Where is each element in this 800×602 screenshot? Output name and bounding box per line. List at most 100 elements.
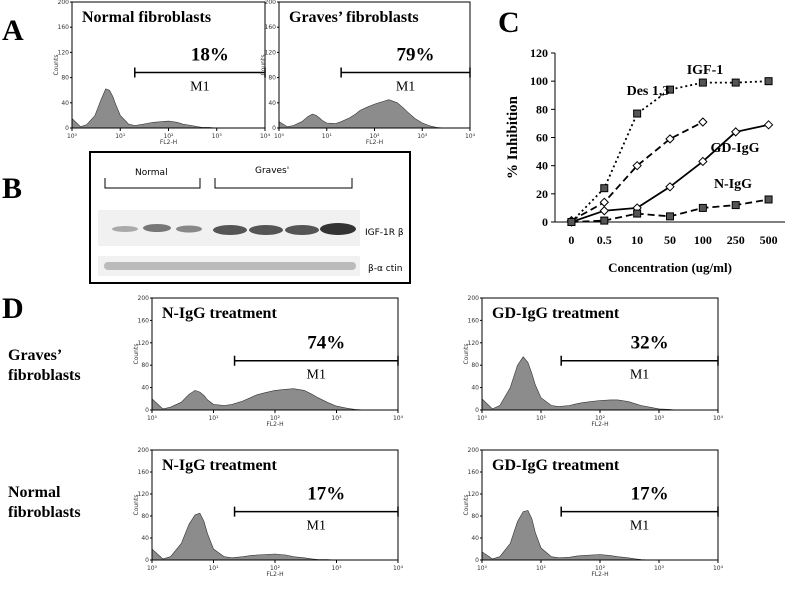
band xyxy=(112,226,138,232)
row-label: fibroblasts xyxy=(8,367,81,384)
x-tick-label: 10⁰ xyxy=(477,565,488,572)
marker xyxy=(764,77,773,86)
band xyxy=(176,225,202,233)
y-tick-label: 80 xyxy=(471,513,479,520)
panel-title: GD-IgG treatment xyxy=(492,457,620,474)
y-tick-label: 200 xyxy=(138,295,150,302)
gate-label: M1 xyxy=(630,368,649,383)
marker xyxy=(698,156,708,167)
series-label: GD-IgG xyxy=(711,141,760,156)
y-axis-label: Counts xyxy=(463,344,470,365)
histogram-area xyxy=(151,388,398,411)
y-tick-label: 160 xyxy=(468,317,480,324)
panel-title: N-IgG treatment xyxy=(162,457,277,474)
y-tick-label: 200 xyxy=(58,0,70,6)
marker xyxy=(599,206,609,216)
percent-annotation: 74% xyxy=(307,333,345,354)
panel-title: GD-IgG treatment xyxy=(492,305,620,322)
y-tick-label: 160 xyxy=(468,469,480,476)
histogram-area xyxy=(71,88,265,129)
marker xyxy=(633,209,642,218)
gate-marker xyxy=(560,506,719,517)
x-tick-label: 10¹ xyxy=(115,133,126,140)
x-tick-label: 10⁰ xyxy=(274,133,285,140)
histogram-area xyxy=(151,512,398,561)
x-tick-label: 10¹ xyxy=(322,133,333,140)
x-axis-label: FL2-H xyxy=(591,571,608,578)
group-label: Normal xyxy=(135,168,168,178)
marker xyxy=(633,109,642,118)
x-tick-label: 10⁴ xyxy=(465,133,476,140)
x-tick-label: 10 xyxy=(631,233,643,247)
x-tick-label: 0.5 xyxy=(597,233,612,247)
y-tick-label: 200 xyxy=(468,447,480,454)
gate-marker xyxy=(340,67,471,78)
y-axis-label: Counts xyxy=(133,344,140,365)
y-tick-label: 0 xyxy=(272,125,276,132)
y-tick-label: 200 xyxy=(138,447,150,454)
band xyxy=(320,223,356,235)
marker xyxy=(698,117,708,127)
y-tick-label: 0 xyxy=(65,125,69,132)
x-axis-label: FL2-H xyxy=(266,571,283,578)
y-tick-label: 160 xyxy=(138,317,150,324)
marker xyxy=(599,197,609,207)
marker xyxy=(600,184,609,193)
gate-label: M1 xyxy=(396,80,415,95)
x-tick-label: 10³ xyxy=(331,415,342,422)
y-axis-label: Counts xyxy=(133,495,140,516)
y-tick-label: 0 xyxy=(542,215,548,229)
blot-frame xyxy=(89,151,411,284)
row-label: Graves’ xyxy=(8,347,62,364)
y-tick-label: 40 xyxy=(61,100,69,107)
y-tick-label: 120 xyxy=(530,46,548,60)
y-tick-label: 0 xyxy=(145,407,149,414)
series-label: N-IgG xyxy=(714,177,752,192)
actin-band xyxy=(104,262,356,270)
y-tick-label: 40 xyxy=(471,535,479,542)
panel-label: D xyxy=(2,292,24,325)
x-axis-label: FL2-H xyxy=(266,421,283,428)
y-tick-label: 120 xyxy=(138,491,150,498)
gate-marker xyxy=(134,67,266,78)
x-tick-label: 10⁰ xyxy=(147,565,158,572)
y-tick-label: 60 xyxy=(536,131,548,145)
x-tick-label: 10⁰ xyxy=(477,415,488,422)
bands xyxy=(104,223,356,270)
group-label: Graves' xyxy=(255,166,289,176)
percent-annotation: 32% xyxy=(631,333,669,354)
series-label: IGF-1 xyxy=(687,63,724,78)
gate-marker xyxy=(560,355,719,366)
panel-title: N-IgG treatment xyxy=(162,305,277,322)
y-tick-label: 160 xyxy=(265,24,277,31)
x-tick-label: 10² xyxy=(270,565,281,572)
y-tick-label: 160 xyxy=(58,24,70,31)
x-axis-label: FL2-H xyxy=(591,421,608,428)
y-axis-label: % Inhibition xyxy=(505,95,521,179)
y-tick-label: 80 xyxy=(268,75,276,82)
gate-marker xyxy=(233,355,399,366)
y-tick-label: 120 xyxy=(138,340,150,347)
marker xyxy=(731,201,740,210)
y-tick-label: 40 xyxy=(471,385,479,392)
y-tick-label: 120 xyxy=(468,491,480,498)
y-tick-label: 200 xyxy=(265,0,277,6)
group-bracket xyxy=(104,178,353,189)
marker xyxy=(665,182,675,192)
x-tick-label: 10⁴ xyxy=(713,565,724,572)
x-tick-label: 10⁰ xyxy=(147,415,158,422)
percent-annotation: 17% xyxy=(307,484,345,505)
series-line xyxy=(570,121,704,222)
x-tick-label: 10⁴ xyxy=(393,415,404,422)
y-tick-label: 40 xyxy=(536,159,548,173)
histogram-area xyxy=(278,99,470,129)
gate-label: M1 xyxy=(630,519,649,534)
x-axis-label: FL2-H xyxy=(366,139,383,146)
gate-marker xyxy=(233,506,399,517)
y-tick-label: 120 xyxy=(468,340,480,347)
y-axis-label: Counts xyxy=(53,55,60,76)
marker xyxy=(764,195,773,204)
panel-label: C xyxy=(498,6,520,39)
y-tick-label: 40 xyxy=(141,385,149,392)
x-axis-label: FL2-H xyxy=(160,139,177,146)
